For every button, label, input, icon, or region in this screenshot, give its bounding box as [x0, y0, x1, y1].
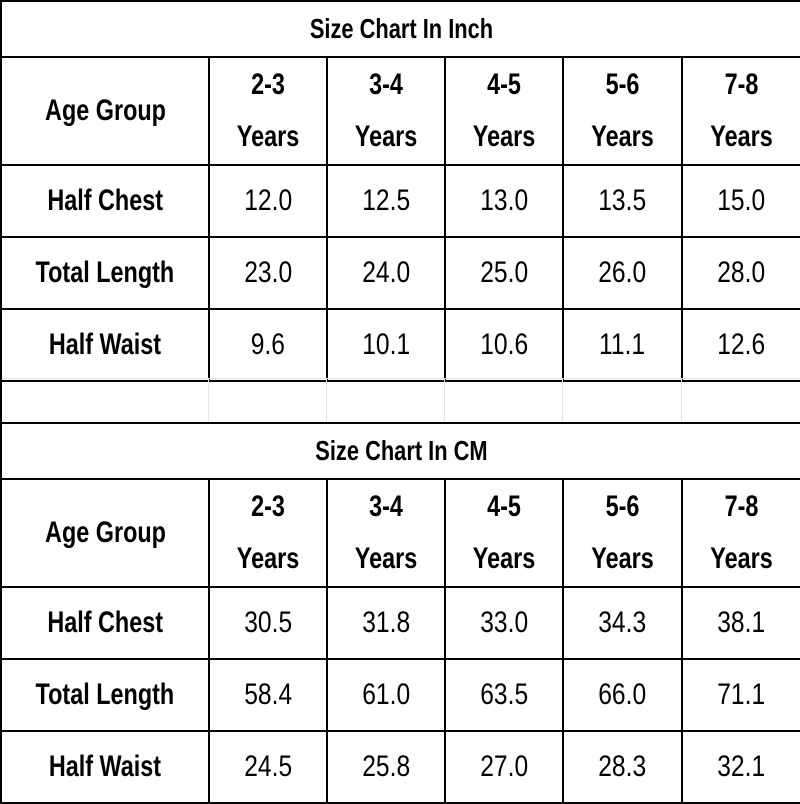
table-cell: 31.8 [326, 586, 446, 660]
table-cell: 12.0 [208, 164, 328, 238]
table-title: Size Chart In CM [0, 422, 800, 480]
age-column-header: 4-5 Years [444, 478, 564, 588]
gridline [681, 379, 682, 423]
left-border-line [0, 378, 2, 422]
table-cell: 11.1 [562, 308, 683, 382]
age-column-header: 7-8 Years [680, 56, 800, 166]
table-cell: 10.6 [444, 308, 564, 382]
row-label: Half Chest [0, 164, 210, 238]
age-column-header: 3-4 Years [326, 56, 446, 166]
table-row: Half Chest 30.5 31.8 33.0 34.3 38.1 [0, 586, 800, 660]
header-label-cell: Age Group [0, 56, 210, 166]
table-cell: 38.1 [680, 586, 800, 660]
row-label: Half Waist [0, 730, 210, 804]
table-row: Half Chest 12.0 12.5 13.0 13.5 15.0 [0, 164, 800, 238]
table-title-row: Size Chart In CM [0, 422, 800, 480]
table-cell: 10.1 [326, 308, 446, 382]
age-column-header: 2-3 Years [208, 478, 328, 588]
gridline [562, 379, 563, 423]
table-cell: 9.6 [208, 308, 328, 382]
table-cell: 32.1 [680, 730, 800, 804]
age-column-header: 2-3 Years [208, 56, 328, 166]
age-column-header: 5-6 Years [562, 478, 683, 588]
age-column-header: 4-5 Years [444, 56, 564, 166]
gridline [444, 379, 445, 423]
table-cell: 23.0 [208, 236, 328, 310]
table-row: Half Waist 24.5 25.8 27.0 28.3 32.1 [0, 730, 800, 804]
gridline [208, 379, 209, 423]
table-cell: 34.3 [562, 586, 683, 660]
table-cell: 66.0 [562, 658, 683, 732]
size-chart-inch-table: Size Chart In Inch Age Group 2-3 Years 3-… [0, 0, 800, 382]
table-cell: 27.0 [444, 730, 564, 804]
header-label-cell: Age Group [0, 478, 210, 588]
table-cell: 25.8 [326, 730, 446, 804]
row-label: Total Length [0, 658, 210, 732]
size-chart-cm-table: Size Chart In CM Age Group 2-3 Years 3-4 Y… [0, 422, 800, 804]
age-column-header: 7-8 Years [680, 478, 800, 588]
table-cell: 13.5 [562, 164, 683, 238]
table-title-row: Size Chart In Inch [0, 0, 800, 58]
table-spacer-gridlines [0, 378, 800, 423]
table-cell: 61.0 [326, 658, 446, 732]
table-cell: 28.0 [680, 236, 800, 310]
age-column-header: 3-4 Years [326, 478, 446, 588]
table-header-row: Age Group 2-3 Years 3-4 Years 4-5 Years 5-6… [0, 478, 800, 588]
age-column-header: 5-6 Years [562, 56, 683, 166]
table-cell: 71.1 [680, 658, 800, 732]
table-cell: 24.0 [326, 236, 446, 310]
table-cell: 24.5 [208, 730, 328, 804]
table-cell: 58.4 [208, 658, 328, 732]
table-cell: 15.0 [680, 164, 800, 238]
table-cell: 63.5 [444, 658, 564, 732]
table-cell: 33.0 [444, 586, 564, 660]
row-label: Half Waist [0, 308, 210, 382]
gridline [326, 379, 327, 423]
table-row: Total Length 23.0 24.0 25.0 26.0 28.0 [0, 236, 800, 310]
table-cell: 12.5 [326, 164, 446, 238]
table-header-row: Age Group 2-3 Years 3-4 Years 4-5 Years 5-6… [0, 56, 800, 166]
table-cell: 25.0 [444, 236, 564, 310]
table-cell: 13.0 [444, 164, 564, 238]
table-cell: 12.6 [680, 308, 800, 382]
table-title: Size Chart In Inch [0, 0, 800, 58]
table-cell: 30.5 [208, 586, 328, 660]
table-row: Half Waist 9.6 10.1 10.6 11.1 12.6 [0, 308, 800, 382]
table-cell: 26.0 [562, 236, 683, 310]
row-label: Half Chest [0, 586, 210, 660]
table-row: Total Length 58.4 61.0 63.5 66.0 71.1 [0, 658, 800, 732]
row-label: Total Length [0, 236, 210, 310]
table-cell: 28.3 [562, 730, 683, 804]
